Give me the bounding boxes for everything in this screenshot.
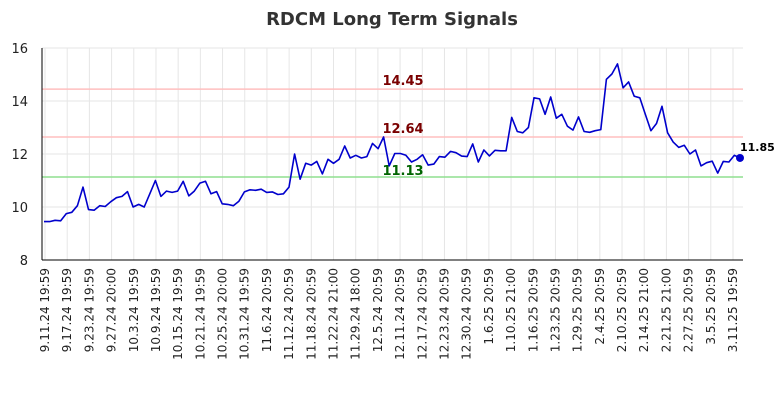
x-tick-label: 2.10.25 20:59 xyxy=(615,268,629,352)
x-tick-label: 11.22.24 21:00 xyxy=(327,268,341,360)
x-tick-label: 11.6.24 20:59 xyxy=(260,268,274,352)
x-tick-label: 10.9.24 19:59 xyxy=(149,268,163,352)
x-tick-label: 10.25.24 20:00 xyxy=(216,268,230,360)
last-value-label: 11.85 xyxy=(740,141,775,154)
x-tick-label: 2.27.25 20:59 xyxy=(682,268,696,352)
chart-title: RDCM Long Term Signals xyxy=(266,9,518,30)
level-label: 12.64 xyxy=(382,122,423,137)
x-tick-label: 1.6.25 20:59 xyxy=(482,268,496,345)
y-tick-label: 8 xyxy=(20,254,28,269)
x-tick-label: 10.21.24 19:59 xyxy=(193,268,207,360)
x-tick-label: 12.23.24 20:59 xyxy=(437,268,451,360)
x-tick-label: 3.5.25 20:59 xyxy=(704,268,718,345)
x-tick-label: 2.14.25 21:00 xyxy=(637,268,651,352)
level-label: 11.13 xyxy=(382,164,423,179)
series-layer: 11.85 xyxy=(44,63,775,223)
x-tick-label: 12.17.24 20:59 xyxy=(415,268,429,360)
last-value-marker xyxy=(736,153,744,162)
x-tick-label: 12.5.24 20:59 xyxy=(371,268,385,352)
y-tick-label: 12 xyxy=(11,148,28,163)
x-tick-label: 9.17.24 19:59 xyxy=(60,268,74,352)
x-tick-label: 11.18.24 20:59 xyxy=(304,268,318,360)
x-tick-label: 9.23.24 19:59 xyxy=(82,268,96,352)
x-tick-label: 12.11.24 20:59 xyxy=(393,268,407,360)
x-tick-label: 11.29.24 18:00 xyxy=(349,268,363,360)
y-tick-label: 16 xyxy=(11,42,28,57)
x-tick-label: 2.21.25 21:00 xyxy=(659,268,673,352)
x-tick-label: 10.3.24 19:59 xyxy=(127,268,141,352)
signal-levels: 14.45 12.64 11.13 xyxy=(42,74,743,179)
price-line xyxy=(44,63,741,223)
axes xyxy=(41,48,743,261)
x-tick-label: 12.30.24 20:59 xyxy=(460,268,474,360)
x-tick-label: 1.10.25 21:00 xyxy=(504,268,518,352)
tick-labels: 8 10 12 14 16 9.11.24 19:59 9.17.24 19:59 9.23.… xyxy=(11,42,740,360)
level-label: 14.45 xyxy=(382,74,423,89)
x-tick-label: 10.15.24 19:59 xyxy=(171,268,185,360)
x-tick-label: 1.23.25 20:59 xyxy=(548,268,562,352)
x-tick-label: 3.11.25 19:59 xyxy=(726,268,740,352)
x-tick-label: 9.11.24 19:59 xyxy=(38,268,52,352)
x-tick-label: 10.31.24 19:59 xyxy=(238,268,252,360)
x-tick-label: 1.16.25 20:59 xyxy=(526,268,540,352)
grid xyxy=(42,47,743,260)
y-tick-label: 10 xyxy=(11,201,28,216)
x-tick-label: 9.27.24 20:00 xyxy=(105,268,119,352)
x-tick-label: 1.29.25 20:59 xyxy=(571,268,585,352)
x-tick-label: 2.4.25 20:59 xyxy=(593,268,607,345)
x-tick-label: 11.12.24 20:59 xyxy=(282,268,296,360)
y-tick-label: 14 xyxy=(11,95,28,110)
